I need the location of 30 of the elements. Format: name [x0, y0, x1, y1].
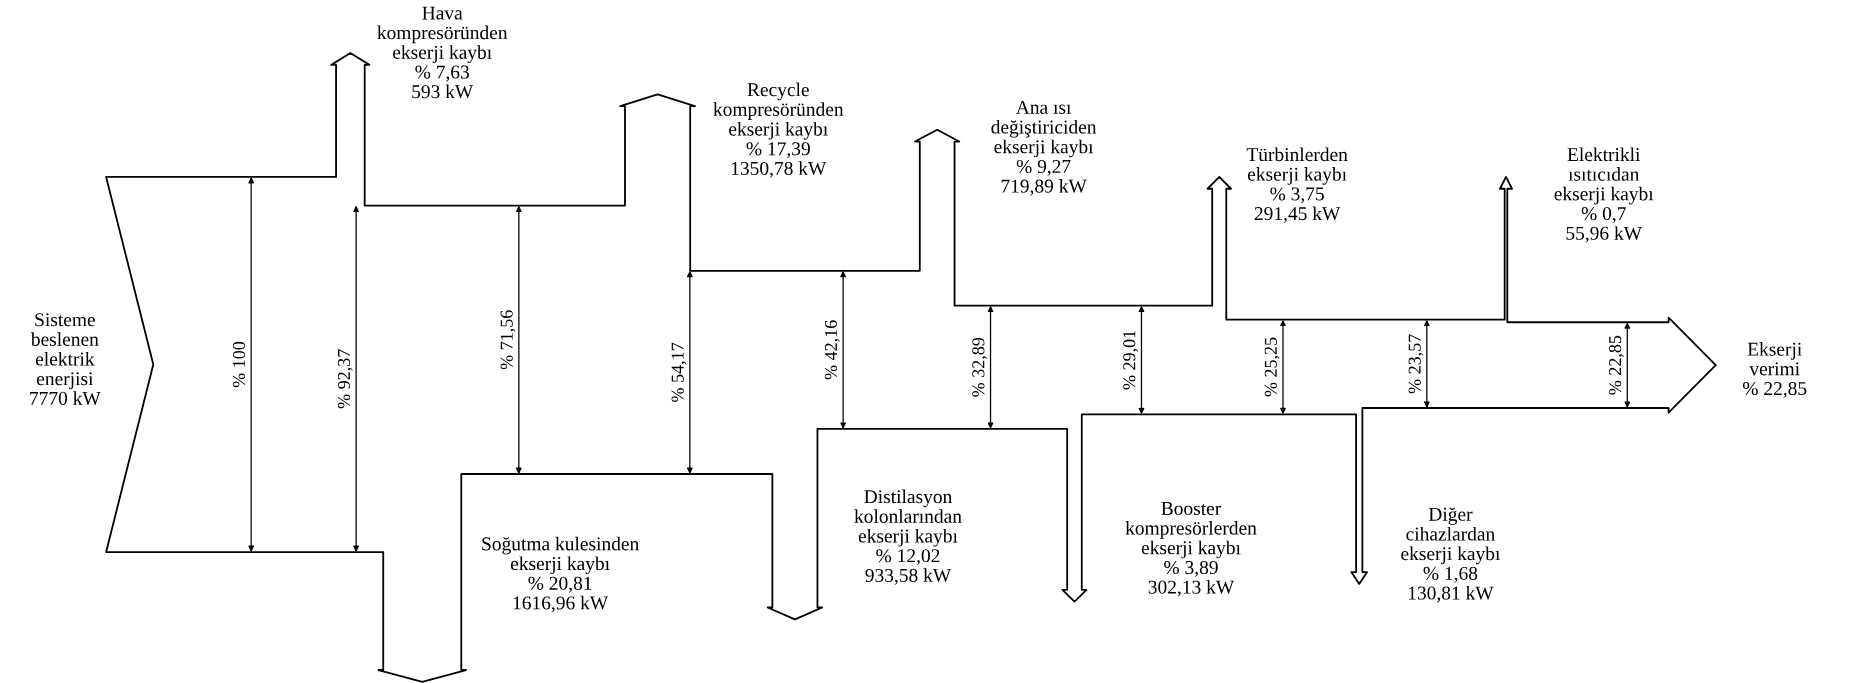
data-label: % 1,68 130,81 kW [1408, 566, 1494, 603]
text: % 92,37 [337, 349, 353, 409]
text: % 25,25 [1264, 337, 1280, 397]
category-label: Hava kompresöründen ekserji kaybı [377, 6, 508, 63]
text: % 42,16 [824, 320, 840, 380]
text: % 100 [232, 341, 246, 388]
text: % 32,89 [972, 337, 988, 397]
text: % 23,57 [1408, 334, 1424, 394]
text: % 29,01 [1123, 330, 1138, 390]
text: % 71,56 [500, 310, 516, 370]
data-label: % 3,89 302,13 kW [1148, 560, 1235, 597]
category-label: Elektrikli ısıtıcıdan ekserji kaybı [1554, 147, 1654, 205]
text: % 22,85 [1609, 335, 1624, 395]
data-label: % 3,75 291,45 kW [1254, 187, 1341, 223]
text: Ekserji verimi % 22,85 [1742, 342, 1807, 398]
category-label: Distilasyon kolonlarından ekserji kaybı [854, 489, 962, 547]
category-label: Soğutma kulesinden ekserji kaybı [482, 536, 639, 575]
category-label: Diğer cihazlardan ekserji kaybı [1401, 507, 1500, 565]
category-label: Ana ısı değiştiriciden ekserji kaybı [991, 100, 1097, 158]
category-label: Türbinlerden ekserji kaybı [1246, 147, 1348, 185]
text: % 54,17 [671, 342, 687, 402]
data-label: % 7,63 593 kW [412, 65, 474, 99]
category-label: Recycle kompresöründen ekserji kaybı [713, 82, 844, 140]
data-label: % 20,81 1616,96 kW [513, 576, 609, 613]
data-label: % 9,27 719,89 kW [1001, 159, 1087, 196]
text: Sisteme beslenen elektrik enerjisi 7770 kW [30, 313, 101, 406]
category-label: Booster kompresörlerden ekserji kaybı [1125, 502, 1257, 559]
data-label: % 0,7 55,96 kW [1566, 207, 1643, 243]
data-label: % 12,02 933,58 kW [865, 549, 952, 585]
data-label: % 17,39 1350,78 kW [731, 142, 827, 178]
